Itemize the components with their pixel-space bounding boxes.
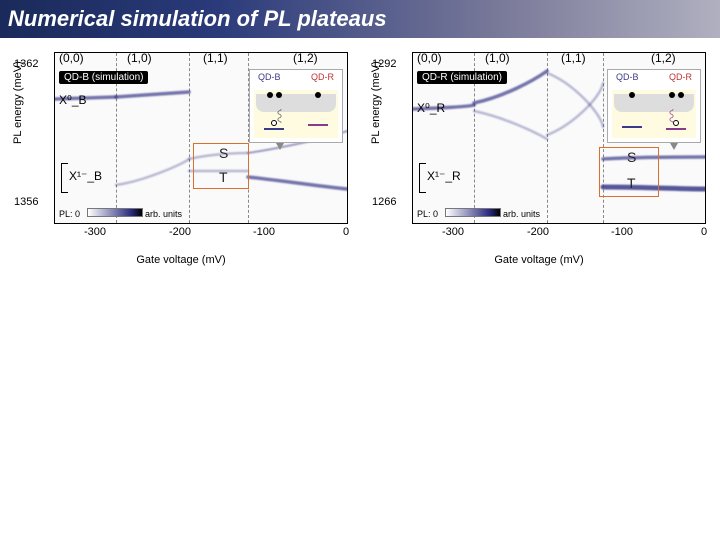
s-label-left: S	[219, 145, 228, 161]
cb-label-right: PL: 0	[417, 209, 438, 219]
title-bar: Numerical simulation of PL plateaus	[0, 0, 720, 38]
electron-dot	[267, 92, 273, 98]
electron-dot	[678, 92, 684, 98]
cb-label-left: PL: 0	[59, 209, 80, 219]
electron-row	[669, 92, 684, 98]
xtick: 0	[701, 226, 707, 238]
t-label-right: T	[627, 175, 636, 191]
xtick: 0	[343, 226, 349, 238]
ytick-right-bottom: 1266	[372, 196, 396, 208]
x1-label-right: X¹⁻_R	[427, 169, 461, 183]
figure-panels: PL energy (meV) 1362 1356 (0,0) (1,0) (1…	[0, 38, 720, 274]
colorbar-left	[87, 208, 143, 217]
electron-dot	[315, 92, 321, 98]
inset-right: QD-B QD-R	[607, 69, 701, 143]
photon-icon: 〰	[661, 109, 681, 123]
inset-left: QD-B QD-R 〰	[249, 69, 343, 143]
x-axis-label-left: Gate voltage (mV)	[136, 254, 225, 266]
xtick: -200	[169, 226, 191, 238]
panel-qdb: PL energy (meV) 1362 1356 (0,0) (1,0) (1…	[8, 46, 354, 266]
energy-level	[666, 128, 686, 130]
ytick-right-top: 1292	[372, 58, 396, 70]
cb-units-left: arb. units	[145, 209, 182, 219]
page-title: Numerical simulation of PL plateaus	[8, 6, 387, 32]
energy-level	[308, 124, 328, 126]
energy-level	[622, 126, 642, 128]
electron-row	[629, 92, 635, 98]
energy-level	[264, 128, 284, 130]
inset-qdr-title: QD-R	[669, 72, 692, 82]
xtick: -200	[527, 226, 549, 238]
electron-dot	[669, 92, 675, 98]
inset-bg-right: 〰	[612, 90, 696, 138]
x0-label-right: X⁰_R	[417, 101, 445, 115]
xtick: -100	[253, 226, 275, 238]
inset-bg-left: 〰	[254, 90, 338, 138]
cb-units-right: arb. units	[503, 209, 540, 219]
electron-row	[267, 92, 282, 98]
xtick: -300	[84, 226, 106, 238]
t-label-left: T	[219, 169, 228, 185]
inset-qdr-diagram	[308, 92, 328, 126]
electron-dot	[276, 92, 282, 98]
electron-dot	[629, 92, 635, 98]
x1-label-left: X¹⁻_B	[69, 169, 102, 183]
bracket-left	[61, 163, 68, 193]
ytick-left-bottom: 1356	[14, 196, 38, 208]
panel-qdr: PL energy (meV) 1292 1266 (0,0) (1,0) (1…	[366, 46, 712, 266]
inset-qdb-title: QD-B	[258, 72, 281, 82]
x-axis-label-right: Gate voltage (mV)	[494, 254, 583, 266]
colorbar-right	[445, 208, 501, 217]
inset-qdr-title: QD-R	[311, 72, 334, 82]
s-label-right: S	[627, 149, 636, 165]
inset-qdb-title: QD-B	[616, 72, 639, 82]
xtick: -100	[611, 226, 633, 238]
xtick: -300	[442, 226, 464, 238]
photon-icon: 〰	[269, 109, 289, 123]
arrow-down-icon	[670, 143, 678, 150]
y-axis-label-left: PL energy (meV)	[12, 61, 24, 144]
x0-label-left: X⁰_B	[59, 93, 87, 107]
plot-area-left: (0,0) (1,0) (1,1) (1,2) QD-B (simulation…	[54, 52, 348, 224]
ytick-left-top: 1362	[14, 58, 38, 70]
arrow-down-icon	[276, 143, 284, 150]
plot-area-right: (0,0) (1,0) (1,1) (1,2) QD-R (simulation…	[412, 52, 706, 224]
inset-qdb-diagram	[622, 92, 642, 128]
electron-row	[315, 92, 321, 98]
y-axis-label-right: PL energy (meV)	[370, 61, 382, 144]
bracket-right	[419, 163, 426, 193]
